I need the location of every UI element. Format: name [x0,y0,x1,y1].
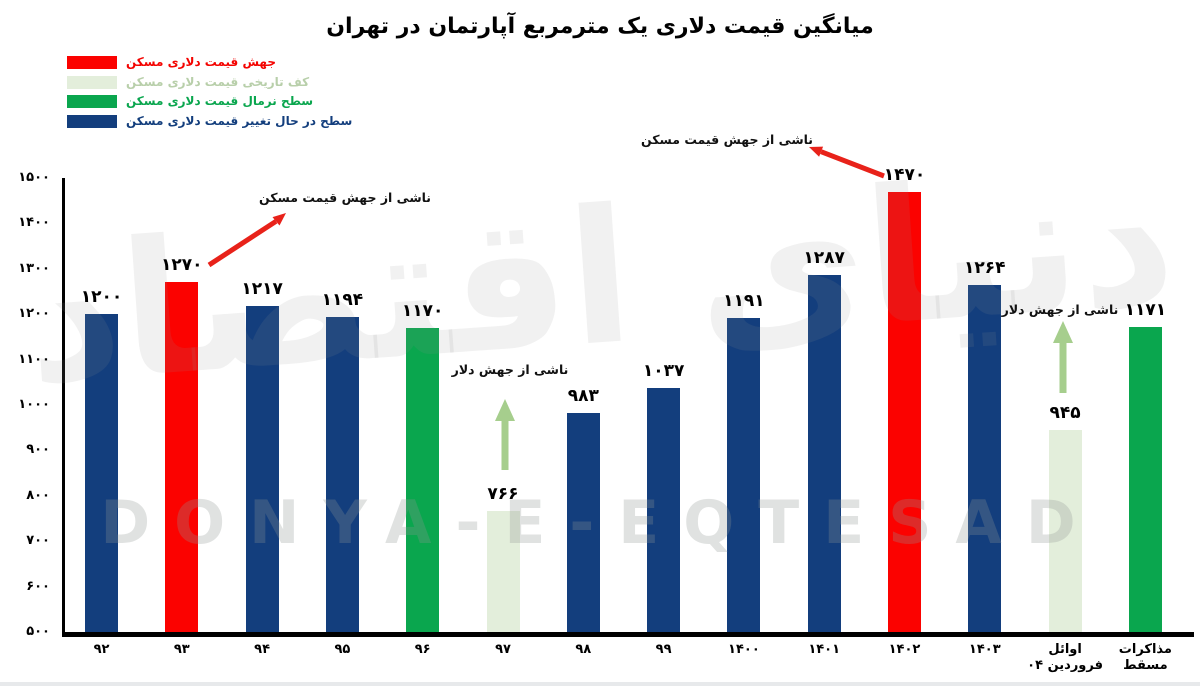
bar [888,191,921,632]
annotation-text: ناشی از جهش دلار [451,362,569,377]
legend-swatch-icon [67,75,117,89]
bar-value-label: ۱۱۷۱ [1124,300,1167,321]
bar-value-label: ۱۱۷۰ [401,300,444,321]
legend-swatch-icon [67,56,117,69]
bar [486,511,520,632]
x-tick-label: ۹۷ [495,642,511,657]
bar-value-label: ۹۸۳ [567,385,599,406]
x-tick-label: ۱۴۰۱ [808,642,841,657]
latin-watermark: DONYA-E-EQTESAD [100,488,1100,558]
bar-value-label: ۱۲۱۷ [241,279,283,300]
bar [647,388,681,632]
x-tick-label: ۹۶ [414,642,431,657]
x-tick-label: ۹۵ [334,642,351,657]
bar [807,274,841,632]
bar [566,412,600,632]
bar-value-label: ۷۶۶ [487,484,519,505]
bar [245,306,279,632]
green-up-arrow-97-icon [495,399,515,470]
x-tick-label: ۹۹ [655,642,672,657]
x-tick-label: ۹۸ [575,642,592,657]
x-axis-line [62,632,1194,637]
y-axis-line [62,178,65,637]
bar [1128,327,1162,632]
legend: جهش قیمت دلاری مسکن کف تاریخی قیمت دلاری … [67,56,352,134]
y-tick-label: ۹۰۰ [26,442,50,458]
bar-value-label: ۱۲۶۴ [964,258,1006,279]
legend-label: کف تاریخی قیمت دلاری مسکن [126,74,310,89]
bar-value-label: ۱۴۷۰ [883,164,926,185]
chart-title: میانگین قیمت دلاری یک مترمربع آپارتمان د… [326,14,874,39]
x-tick-label: ۹۲ [93,642,110,657]
y-tick-label: ۱۳۰۰ [18,260,50,276]
legend-item: کف تاریخی قیمت دلاری مسکن [67,74,352,89]
x-tick-label: ۹۳ [173,642,190,657]
bar [325,316,359,632]
bottom-edge-strip [0,682,1200,686]
y-tick-label: ۱۵۰۰ [18,170,50,185]
y-tick-label: ۱۴۰۰ [18,215,50,231]
bar-value-label: ۱۱۹۴ [321,289,364,310]
bar-value-label: ۱۲۸۷ [803,247,845,268]
y-tick-label: ۸۰۰ [26,487,50,503]
legend-item: سطح در حال تغییر قیمت دلاری مسکن [67,113,353,128]
bar [727,318,761,632]
bar-value-label: ۱۲۰۰ [80,287,123,308]
x-tick-label: اوائل فروردین ۰۴ [1027,642,1103,673]
bar [1048,429,1082,632]
x-tick-label: مذاکرات مسقط [1118,642,1172,673]
legend-swatch-icon [67,95,117,108]
bar [406,327,440,632]
legend-label: سطح در حال تغییر قیمت دلاری مسکن [126,113,353,128]
x-tick-label: ۱۴۰۰ [728,642,760,657]
bar [85,314,118,632]
legend-label: سطح نرمال قیمت دلاری مسکن [126,94,314,108]
x-tick-label: ۱۴۰۳ [968,642,1001,657]
bar-value-label: ۱۱۹۱ [723,291,765,312]
y-tick-label: ۱۲۰۰ [18,306,50,322]
y-tick-label: ۱۱۰۰ [18,351,50,367]
bar-value-label: ۱۲۷۰ [161,255,203,276]
bar-value-label: ۹۴۵ [1049,402,1081,423]
x-tick-label: ۱۴۰۲ [888,642,921,657]
annotation-text: ناشی از جهش قیمت مسکن [258,190,432,205]
bar [968,285,1002,632]
legend-label: جهش قیمت دلاری مسکن [126,55,276,69]
y-tick-label: ۷۰۰ [26,533,50,549]
x-tick-label: ۹۴ [254,642,271,657]
legend-swatch-icon [67,114,117,128]
bar-value-label: ۱۰۳۷ [642,361,685,382]
annotation-text: ناشی از جهش دلار [1001,302,1119,317]
y-tick-label: ۵۰۰ [26,624,50,639]
annotation-text: ناشی از جهش قیمت مسکن [640,132,814,147]
y-tick-label: ۱۰۰۰ [18,397,50,412]
legend-item: سطح نرمال قیمت دلاری مسکن [67,95,352,108]
legend-item: جهش قیمت دلاری مسکن [67,56,352,69]
y-tick-label: ۶۰۰ [26,578,50,594]
bar [165,282,199,632]
